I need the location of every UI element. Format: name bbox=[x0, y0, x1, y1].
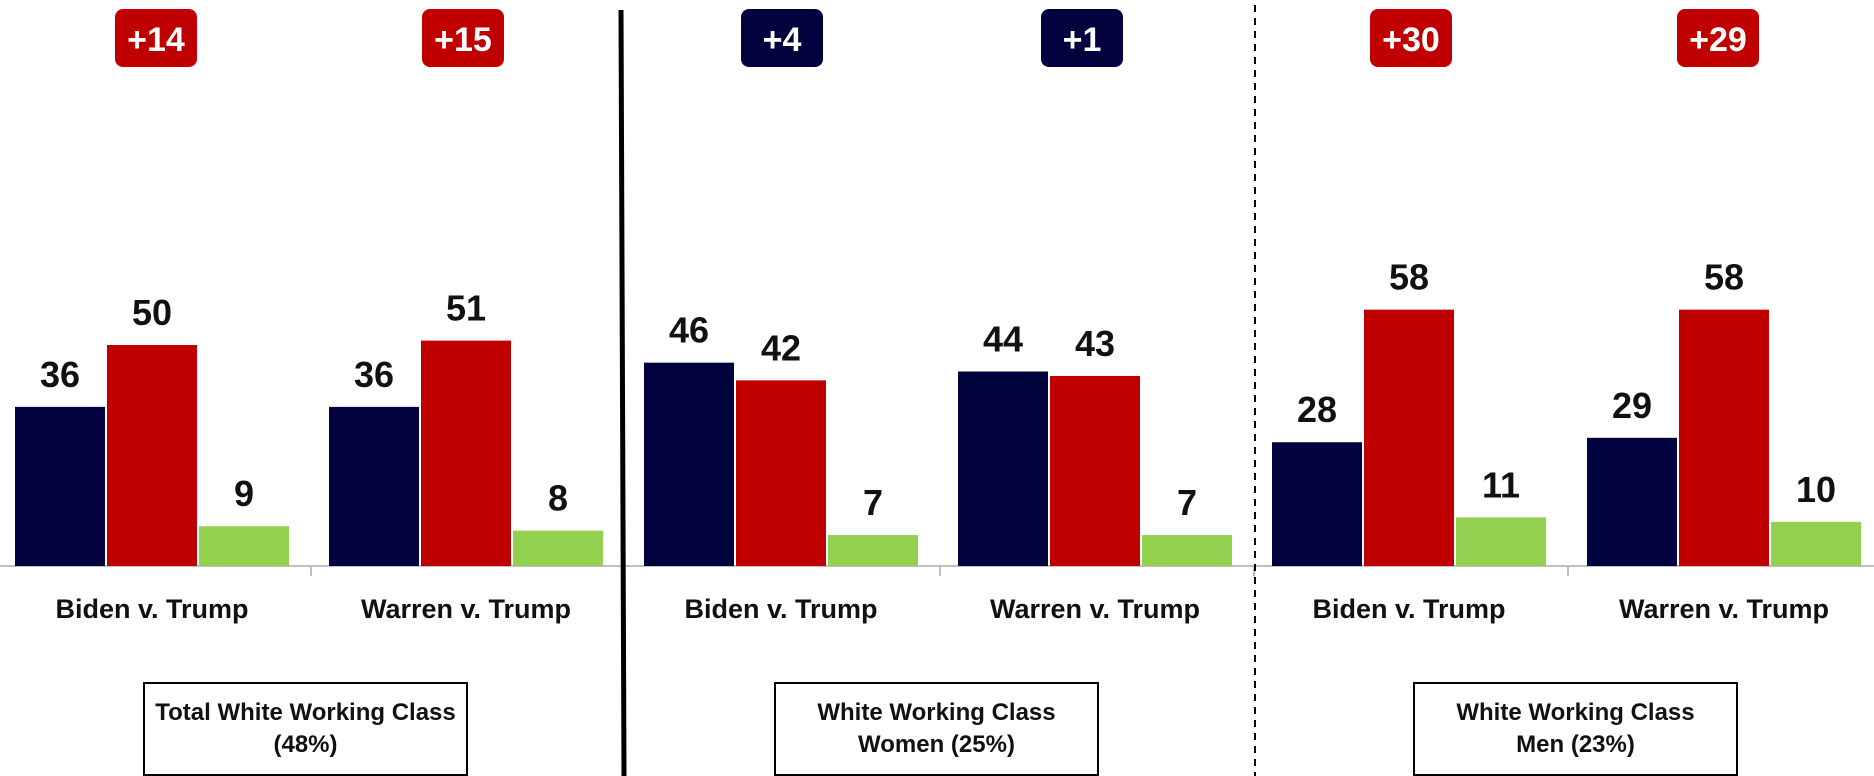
data-label: 9 bbox=[234, 473, 254, 514]
margin-label: +30 bbox=[1382, 21, 1440, 59]
segment-label-line1: White Working Class bbox=[817, 699, 1056, 726]
data-label: 58 bbox=[1389, 257, 1429, 298]
margin-badge bbox=[1677, 9, 1759, 67]
segment-divider-solid bbox=[618, 9, 627, 776]
bar-dem bbox=[958, 371, 1048, 566]
bar-dem bbox=[329, 406, 419, 566]
segment-label-line1: Total White Working Class bbox=[155, 699, 456, 726]
bar-dem bbox=[1587, 437, 1677, 566]
margin-badge bbox=[115, 9, 197, 67]
category-label: Biden v. Trump bbox=[1312, 594, 1505, 624]
bar-other bbox=[1456, 517, 1546, 566]
data-label: 10 bbox=[1796, 469, 1836, 510]
segment-label-line2: Women (25%) bbox=[858, 731, 1015, 758]
bar-trump bbox=[1364, 309, 1454, 566]
bar-trump bbox=[1679, 309, 1769, 566]
segment-label-women: White Working Class Women (25%) bbox=[774, 682, 1099, 776]
category-label: Warren v. Trump bbox=[990, 594, 1200, 624]
segment-label-men: White Working Class Men (23%) bbox=[1413, 682, 1738, 776]
category-label: Warren v. Trump bbox=[1619, 594, 1829, 624]
data-label: 11 bbox=[1482, 464, 1520, 505]
data-label: 36 bbox=[354, 354, 394, 395]
data-label: 43 bbox=[1075, 323, 1115, 364]
category-label: Warren v. Trump bbox=[361, 594, 571, 624]
margin-label: +15 bbox=[434, 21, 492, 59]
bar-other bbox=[199, 526, 289, 566]
bar-trump bbox=[1050, 375, 1140, 566]
data-label: 36 bbox=[40, 354, 80, 395]
margin-badge bbox=[1370, 9, 1452, 67]
data-label: 46 bbox=[669, 310, 709, 351]
data-label: 29 bbox=[1612, 385, 1652, 426]
bar-dem bbox=[15, 406, 105, 566]
margin-label: +29 bbox=[1689, 21, 1747, 59]
data-label: 7 bbox=[1177, 482, 1197, 523]
segment-label-line2: Men (23%) bbox=[1516, 731, 1635, 758]
margin-label: +4 bbox=[763, 21, 802, 59]
data-label: 44 bbox=[983, 319, 1023, 360]
data-label: 58 bbox=[1704, 257, 1744, 298]
data-label: 51 bbox=[446, 288, 486, 329]
category-label: Biden v. Trump bbox=[684, 594, 877, 624]
segment-label-total: Total White Working Class (48%) bbox=[143, 682, 468, 776]
margin-label: +14 bbox=[127, 21, 185, 59]
margin-label: +1 bbox=[1063, 21, 1102, 59]
bar-other bbox=[828, 535, 918, 566]
bar-dem bbox=[644, 362, 734, 566]
bar-other bbox=[1142, 535, 1232, 566]
bar-trump bbox=[107, 345, 197, 566]
segment-label-line2: (48%) bbox=[273, 731, 338, 758]
margin-badge bbox=[422, 9, 504, 67]
bar-trump bbox=[736, 380, 826, 566]
bar-other bbox=[1771, 521, 1861, 566]
data-label: 42 bbox=[761, 327, 801, 368]
data-label: 50 bbox=[132, 292, 172, 333]
margin-badge bbox=[1041, 9, 1123, 67]
bar-dem bbox=[1272, 442, 1362, 566]
bar-trump bbox=[421, 340, 511, 566]
bar-other bbox=[513, 530, 603, 566]
category-label: Biden v. Trump bbox=[55, 594, 248, 624]
data-label: 7 bbox=[863, 482, 883, 523]
margin-badge bbox=[741, 9, 823, 67]
data-label: 8 bbox=[548, 478, 568, 519]
segment-label-line1: White Working Class bbox=[1456, 699, 1695, 726]
data-label: 28 bbox=[1297, 389, 1337, 430]
